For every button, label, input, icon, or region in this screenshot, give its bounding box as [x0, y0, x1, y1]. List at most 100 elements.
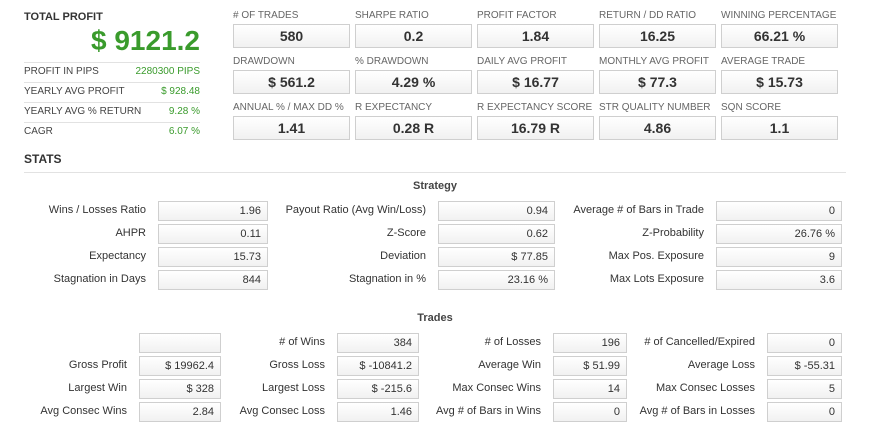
divider [24, 62, 200, 63]
stat-label: Z-Score [386, 227, 426, 239]
section-title: Trades [417, 312, 453, 324]
metric-label: SQN SCORE [721, 102, 782, 113]
metric-box: 4.29 % [355, 70, 472, 94]
stat-value: 0 [716, 201, 842, 221]
metric-label: # OF TRADES [233, 10, 299, 21]
metric-box: 1.41 [233, 116, 350, 140]
summary-label: PROFIT IN PIPS [24, 66, 99, 77]
stat-label: Max Consec Wins [452, 382, 541, 394]
stat-value: 0 [767, 402, 842, 422]
metric-box: $ 561.2 [233, 70, 350, 94]
stat-label: Max Consec Losses [655, 382, 755, 394]
metric-box: $ 16.77 [477, 70, 594, 94]
metric-label: ANNUAL % / MAX DD % [233, 102, 344, 113]
metric-box: 580 [233, 24, 350, 48]
stat-value: 0.94 [438, 201, 555, 221]
metric-box: 1.1 [721, 116, 838, 140]
section-title: Strategy [412, 180, 458, 192]
empty-box [139, 333, 221, 353]
stat-label: Gross Loss [269, 359, 325, 371]
stat-value: $ 51.99 [553, 356, 627, 376]
metric-label: PROFIT FACTOR [477, 10, 557, 21]
metric-box: 0.2 [355, 24, 472, 48]
stat-value: 0 [767, 333, 842, 353]
stat-label: Avg # of Bars in Wins [436, 405, 541, 417]
metric-box: 0.28 R [355, 116, 472, 140]
metric-label: STR QUALITY NUMBER [599, 102, 711, 113]
metric-label: WINNING PERCENTAGE [721, 10, 837, 21]
summary-value: $ 928.48 [161, 86, 200, 97]
stat-label: Max Pos. Exposure [608, 250, 704, 262]
stat-value: 0.62 [438, 224, 555, 244]
stat-value: $ 77.85 [438, 247, 555, 267]
stat-value: $ 328 [139, 379, 221, 399]
metric-label: % DRAWDOWN [355, 56, 429, 67]
stat-value: 15.73 [158, 247, 268, 267]
divider [24, 82, 200, 83]
stat-label: Average Loss [687, 359, 755, 371]
divider [24, 172, 846, 173]
divider [24, 102, 200, 103]
metric-box: 4.86 [599, 116, 716, 140]
stat-label: # of Wins [279, 336, 325, 348]
metric-label: SHARPE RATIO [355, 10, 429, 21]
metric-box: 16.79 R [477, 116, 594, 140]
metric-box: 16.25 [599, 24, 716, 48]
metric-label: R EXPECTANCY SCORE [477, 102, 593, 113]
stat-value: $ -215.6 [337, 379, 419, 399]
summary-value: 2280300 PIPS [135, 66, 201, 77]
stat-label: Stagnation in Days [53, 273, 146, 285]
stat-label: Avg # of Bars in Losses [639, 405, 755, 417]
stat-value: 0 [553, 402, 627, 422]
summary-title: TOTAL PROFIT [24, 11, 103, 23]
summary-label: YEARLY AVG % RETURN [24, 106, 142, 117]
stat-label: Largest Loss [262, 382, 325, 394]
stat-label: Stagnation in % [348, 273, 426, 285]
stat-label: AHPR [115, 227, 146, 239]
summary-label: YEARLY AVG PROFIT [24, 86, 125, 97]
metric-box: $ 77.3 [599, 70, 716, 94]
stat-label: Average Win [478, 359, 541, 371]
stat-label: Gross Profit [68, 359, 127, 371]
stat-value: 384 [337, 333, 419, 353]
stat-label: Largest Win [68, 382, 127, 394]
stat-value: 0.11 [158, 224, 268, 244]
stat-value: 2.84 [139, 402, 221, 422]
metric-label: MONTHLY AVG PROFIT [599, 56, 710, 67]
stat-label: Max Lots Exposure [609, 273, 704, 285]
stat-value: 844 [158, 270, 268, 290]
stat-label: # of Cancelled/Expired [644, 336, 755, 348]
stat-label: Avg Consec Loss [239, 405, 325, 417]
metric-box: 1.84 [477, 24, 594, 48]
stat-value: 23.16 % [438, 270, 555, 290]
divider [24, 122, 200, 123]
stat-label: # of Losses [484, 336, 541, 348]
stat-label: Deviation [380, 250, 426, 262]
stat-value: $ -10841.2 [337, 356, 419, 376]
metric-label: RETURN / DD RATIO [599, 10, 697, 21]
stat-label: Average # of Bars in Trade [573, 204, 704, 216]
metric-box: 66.21 % [721, 24, 838, 48]
stat-label: Avg Consec Wins [40, 405, 127, 417]
stat-value: 9 [716, 247, 842, 267]
stat-value: $ -55.31 [767, 356, 842, 376]
metric-box: $ 15.73 [721, 70, 838, 94]
stat-value: 14 [553, 379, 627, 399]
stats-title: STATS [24, 152, 62, 166]
metric-label: AVERAGE TRADE [721, 56, 806, 67]
stat-label: Wins / Losses Ratio [48, 204, 146, 216]
metric-label: R EXPECTANCY [355, 102, 433, 113]
stat-value: 26.76 % [716, 224, 842, 244]
summary-value: 9.28 % [168, 106, 200, 117]
stat-label: Z-Probability [642, 227, 704, 239]
summary-value: 6.07 % [168, 126, 200, 137]
stat-value: 1.46 [337, 402, 419, 422]
stat-label: Payout Ratio (Avg Win/Loss) [285, 204, 426, 216]
summary-label: CAGR [24, 126, 53, 137]
metric-label: DAILY AVG PROFIT [477, 56, 568, 67]
total-profit: $ 9121.2 [91, 25, 200, 56]
stat-value: $ 19962.4 [139, 356, 221, 376]
stat-value: 196 [553, 333, 627, 353]
metric-label: DRAWDOWN [233, 56, 295, 67]
